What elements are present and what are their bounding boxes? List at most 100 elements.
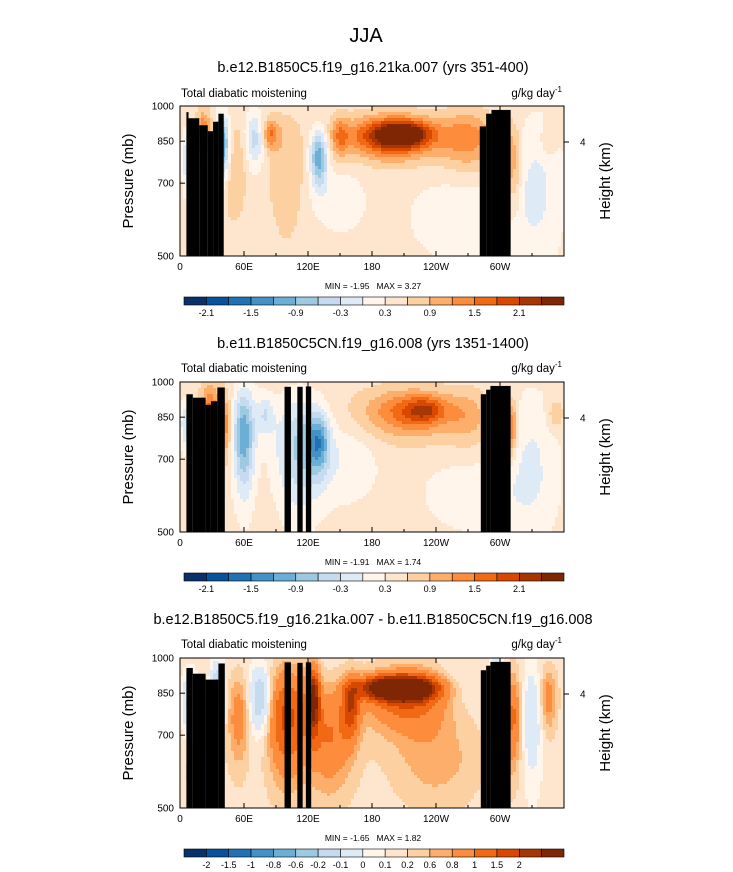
contour-cell bbox=[510, 166, 514, 170]
contour-cell bbox=[342, 157, 346, 161]
contour-cell bbox=[465, 145, 469, 149]
contour-cell bbox=[369, 193, 373, 197]
contour-cell bbox=[267, 193, 271, 197]
contour-cell bbox=[396, 172, 400, 176]
contour-cell bbox=[522, 121, 526, 125]
contour-cell bbox=[531, 127, 535, 131]
contour-cell bbox=[258, 115, 262, 119]
contour-cell bbox=[315, 127, 319, 131]
contour-cell bbox=[300, 181, 304, 185]
contour-cell bbox=[378, 163, 382, 167]
contour-cell bbox=[453, 163, 457, 167]
contour-cell bbox=[264, 181, 268, 185]
contour-cell bbox=[534, 217, 538, 221]
contour-cell bbox=[291, 154, 295, 158]
contour-cell bbox=[339, 172, 343, 176]
contour-cell bbox=[420, 154, 424, 158]
contour-cell bbox=[555, 163, 559, 167]
contour-cell bbox=[552, 181, 556, 185]
contour-cell bbox=[330, 172, 334, 176]
contour-cell bbox=[405, 190, 409, 194]
contour-cell bbox=[315, 199, 319, 203]
contour-cell bbox=[267, 142, 271, 146]
contour-cell bbox=[297, 184, 301, 188]
contour-cell bbox=[252, 145, 256, 149]
contour-cell bbox=[234, 151, 238, 155]
contour-cell bbox=[360, 217, 364, 221]
contour-cell bbox=[513, 163, 517, 167]
contour-cell bbox=[423, 163, 427, 167]
contour-cell bbox=[375, 130, 379, 134]
contour-cell bbox=[354, 127, 358, 131]
contour-cell bbox=[258, 184, 262, 188]
contour-cell bbox=[456, 205, 460, 209]
contour-cell bbox=[252, 142, 256, 146]
contour-cell bbox=[426, 190, 430, 194]
contour-cell bbox=[555, 205, 559, 209]
contour-cell bbox=[519, 217, 523, 221]
contour-cell bbox=[276, 214, 280, 218]
contour-cell bbox=[291, 166, 295, 170]
contour-cell bbox=[183, 151, 187, 155]
contour-cell bbox=[279, 130, 283, 134]
contour-cell bbox=[414, 127, 418, 131]
contour-cell bbox=[543, 190, 547, 194]
contour-cell bbox=[300, 178, 304, 182]
contour-cell bbox=[279, 187, 283, 191]
contour-cell bbox=[474, 217, 478, 221]
contour-cell bbox=[363, 148, 367, 152]
contour-cell bbox=[549, 136, 553, 140]
contour-cell bbox=[360, 211, 364, 215]
contour-cell bbox=[321, 130, 325, 134]
contour-cell bbox=[384, 214, 388, 218]
contour-cell bbox=[288, 160, 292, 164]
contour-cell bbox=[546, 106, 550, 110]
contour-cell bbox=[249, 130, 253, 134]
contour-cell bbox=[399, 178, 403, 182]
contour-cell bbox=[516, 187, 520, 191]
contour-cell bbox=[387, 160, 391, 164]
contour-cell bbox=[309, 214, 313, 218]
contour-cell bbox=[180, 163, 184, 167]
contour-cell bbox=[528, 121, 532, 125]
contour-cell bbox=[357, 199, 361, 203]
contour-cell bbox=[183, 193, 187, 197]
contour-cell bbox=[234, 121, 238, 125]
contour-cell bbox=[345, 193, 349, 197]
contour-cell bbox=[519, 205, 523, 209]
contour-cell bbox=[306, 169, 310, 173]
contour-cell bbox=[357, 172, 361, 176]
contour-cell bbox=[312, 175, 316, 179]
contour-cell bbox=[246, 217, 250, 221]
contour-cell bbox=[417, 184, 421, 188]
contour-cell bbox=[375, 175, 379, 179]
contour-cell bbox=[237, 121, 241, 125]
contour-cell bbox=[354, 115, 358, 119]
contour-cell bbox=[555, 166, 559, 170]
contour-cell bbox=[405, 118, 409, 122]
contour-cell bbox=[441, 169, 445, 173]
contour-cell bbox=[456, 211, 460, 215]
contour-cell bbox=[471, 127, 475, 131]
contour-cell bbox=[447, 220, 451, 224]
contour-cell bbox=[345, 118, 349, 122]
contour-cell bbox=[438, 172, 442, 176]
contour-cell bbox=[474, 193, 478, 197]
contour-cell bbox=[525, 121, 529, 125]
contour-cell bbox=[516, 106, 520, 110]
contour-cell bbox=[330, 145, 334, 149]
contour-cell bbox=[543, 154, 547, 158]
contour-cell bbox=[468, 139, 472, 143]
contour-cell bbox=[210, 115, 214, 119]
contour-cell bbox=[456, 196, 460, 200]
contour-cell bbox=[546, 157, 550, 161]
contour-cell bbox=[285, 136, 289, 140]
contour-cell bbox=[228, 121, 232, 125]
contour-cell bbox=[246, 154, 250, 158]
contour-cell bbox=[339, 175, 343, 179]
contour-cell bbox=[297, 133, 301, 137]
contour-cell bbox=[270, 124, 274, 128]
contour-cell bbox=[561, 115, 564, 119]
contour-cell bbox=[525, 163, 529, 167]
contour-cell bbox=[339, 205, 343, 209]
